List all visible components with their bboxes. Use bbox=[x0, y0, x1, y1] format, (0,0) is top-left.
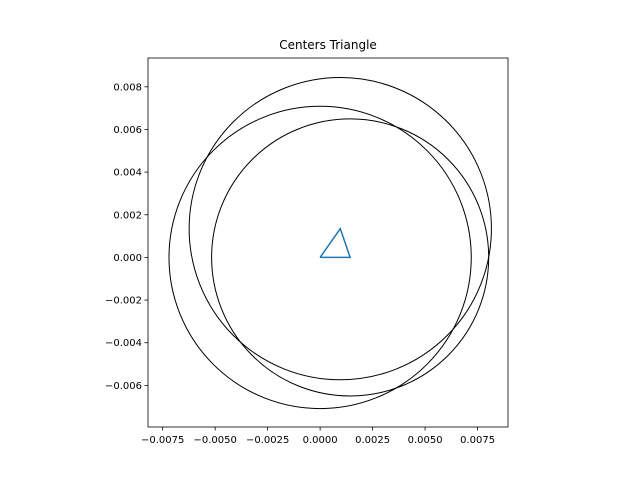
y-axis: −0.006 −0.004 −0.002 0.000 0.002 0.004 0.006 0.… bbox=[105, 82, 148, 392]
y-tick-label: 0.004 bbox=[113, 168, 142, 179]
x-tick-label: 0.0000 bbox=[303, 435, 338, 446]
plot-frame bbox=[147, 57, 509, 428]
x-tick-label: 0.0025 bbox=[355, 435, 390, 446]
x-tick-label: −0.0075 bbox=[141, 435, 184, 446]
y-tick-label: −0.002 bbox=[105, 296, 142, 307]
x-axis: −0.0075 −0.0050 −0.0025 0.0000 0.0025 0.0050 0… bbox=[141, 427, 495, 446]
y-tick-label: 0.002 bbox=[113, 210, 142, 221]
y-tick-label: 0.000 bbox=[113, 253, 142, 264]
y-tick-label: −0.006 bbox=[105, 381, 142, 392]
chart-title: Centers Triangle bbox=[279, 38, 377, 52]
circle-3 bbox=[188, 76, 492, 381]
plot-area bbox=[168, 76, 492, 410]
x-tick-label: −0.0025 bbox=[246, 435, 289, 446]
y-tick-label: 0.008 bbox=[113, 82, 142, 93]
x-tick-label: 0.0050 bbox=[408, 435, 443, 446]
x-tick-label: −0.0050 bbox=[193, 435, 236, 446]
y-tick-label: −0.004 bbox=[105, 338, 142, 349]
y-tick-label: 0.006 bbox=[113, 125, 142, 136]
circle-1 bbox=[168, 105, 472, 410]
centers-triangle bbox=[319, 226, 352, 259]
x-tick-label: 0.0075 bbox=[460, 435, 495, 446]
